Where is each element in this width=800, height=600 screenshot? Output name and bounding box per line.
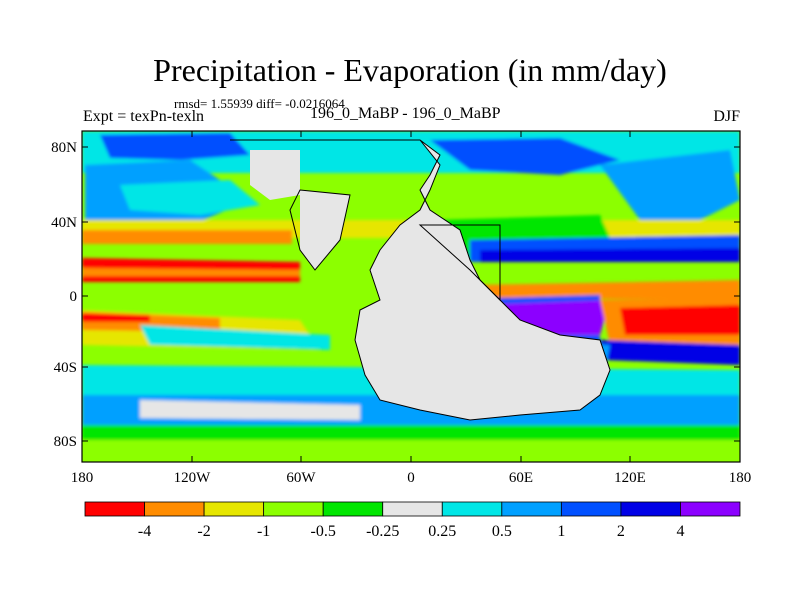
coastline-inland	[418, 224, 501, 302]
colorbar-label: 0.25	[428, 523, 456, 540]
colorbar-swatch	[144, 501, 205, 517]
coastline-west	[289, 189, 351, 271]
lon-tick-label: 180	[729, 470, 752, 486]
lat-tick-label: 80N	[51, 140, 77, 156]
colorbar-swatch	[501, 501, 562, 517]
lat-tick-label: 40N	[51, 215, 77, 231]
colorbar-label: -0.25	[366, 523, 399, 540]
map-title: Precipitation - Evaporation (in mm/day)	[153, 52, 667, 88]
itcz-core-west	[82, 268, 300, 276]
lon-tick-label: 120E	[614, 470, 646, 486]
south-land-patch	[400, 345, 450, 390]
colorbar-label: 1	[557, 523, 565, 540]
south-subtropic-red	[82, 313, 150, 322]
colorbar-label: 4	[676, 523, 684, 540]
arctic-blue-west	[100, 133, 250, 160]
colorbar-label: -2	[197, 523, 210, 540]
lat-tick-label: 0	[70, 289, 78, 305]
south-pacific-cyan	[140, 325, 330, 350]
colorbar: -4 -2 -1 -0.5 -0.25 0.25 0.5 1 2 4	[84, 501, 741, 540]
arctic-blue-east	[430, 138, 620, 175]
colorbar-swatch	[322, 501, 384, 517]
west-coast-land	[300, 190, 350, 270]
colorbar-swatch	[680, 501, 741, 517]
season-label: DJF	[713, 108, 740, 125]
east-darkblue-band	[480, 248, 740, 262]
north-land-west	[250, 150, 300, 200]
stats-text: rmsd= 1.55939 diff= -0.0216064	[174, 96, 345, 111]
lon-tick-label: 0	[407, 470, 415, 486]
colorbar-swatch	[203, 501, 265, 517]
colorbar-label: -4	[138, 523, 151, 540]
colorbar-swatch	[263, 501, 324, 517]
axis-ticks: 80N 40N 0 40S 80S 180 120W 60W 0 60E 120E 180	[51, 131, 751, 486]
north-pacific-cyan	[120, 180, 260, 215]
pacific-north-blue	[600, 150, 740, 225]
colorbar-swatch	[560, 501, 622, 517]
coastline	[230, 139, 611, 421]
lat-tick-label: 40S	[54, 360, 77, 376]
colorbar-swatch	[441, 501, 503, 517]
antarctic-limegreen	[82, 440, 740, 462]
colorbar-label: 0.5	[492, 523, 512, 540]
experiment-label: Expt = texPn-texln	[83, 108, 205, 125]
runs-label: 196_0_MaBP - 196_0_MaBP	[310, 105, 501, 122]
lon-tick-label: 60W	[286, 470, 316, 486]
colorbar-swatch	[84, 501, 145, 517]
west-pacific-red	[620, 305, 740, 335]
colorbar-label: -0.5	[311, 523, 336, 540]
central-landmass	[230, 140, 610, 420]
north-subtropic-orange	[82, 230, 292, 244]
south-pacific-darkblue	[600, 340, 740, 365]
lat-tick-label: 80S	[54, 434, 77, 450]
southern-ocean-grey	[140, 400, 360, 420]
colorbar-label: -1	[257, 523, 270, 540]
colorbar-label: 2	[617, 523, 625, 540]
colorbar-swatch	[620, 501, 681, 517]
lon-tick-label: 60E	[509, 470, 533, 486]
field-layer	[82, 131, 740, 462]
lon-tick-label: 120W	[174, 470, 212, 486]
colorbar-swatch	[382, 501, 443, 517]
east-orange-band	[470, 280, 740, 300]
lon-tick-label: 180	[71, 470, 94, 486]
